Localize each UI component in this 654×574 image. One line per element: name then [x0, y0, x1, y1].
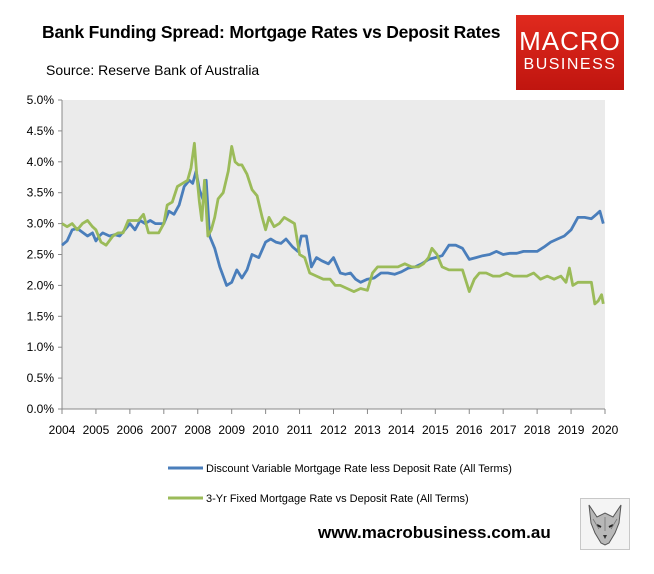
wolf-icon — [588, 504, 622, 546]
y-tick-label: 3.5% — [27, 186, 55, 200]
y-tick-label: 4.5% — [27, 124, 55, 138]
y-tick-label: 1.0% — [27, 340, 55, 354]
legend-label-2: 3-Yr Fixed Mortgage Rate vs Deposit Rate… — [206, 493, 469, 505]
x-tick-label: 2015 — [422, 423, 449, 437]
y-tick-label: 5.0% — [27, 93, 55, 107]
x-tick-label: 2018 — [524, 423, 551, 437]
x-tick-label: 2020 — [592, 423, 619, 437]
x-tick-label: 2009 — [218, 423, 245, 437]
y-tick-label: 2.5% — [27, 248, 55, 262]
series-line-2 — [61, 141, 605, 306]
macrobusiness-logo: MACRO BUSINESS — [516, 15, 624, 90]
x-tick-label: 2007 — [150, 423, 177, 437]
y-tick-label: 1.5% — [27, 309, 55, 323]
logo-line2: BUSINESS — [523, 56, 617, 73]
x-tick-label: 2005 — [83, 423, 110, 437]
y-tick-label: 2.0% — [27, 278, 55, 292]
plot-area — [62, 100, 605, 409]
x-tick-label: 2008 — [184, 423, 211, 437]
y-tick-label: 0.0% — [27, 402, 55, 416]
x-tick-label: 2012 — [320, 423, 347, 437]
chart-title: Bank Funding Spread: Mortgage Rates vs D… — [42, 22, 501, 42]
logo-line1: MACRO — [519, 26, 621, 56]
chart-source: Source: Reserve Bank of Australia — [46, 62, 260, 78]
x-tick-label: 2006 — [117, 423, 144, 437]
x-tick-label: 2013 — [354, 423, 381, 437]
x-tick-label: 2016 — [456, 423, 483, 437]
x-tick-label: 2017 — [490, 423, 517, 437]
wolf-logo — [580, 498, 630, 550]
website-url[interactable]: www.macrobusiness.com.au — [318, 523, 551, 542]
y-tick-label: 4.0% — [27, 155, 55, 169]
x-tick-label: 2004 — [49, 423, 76, 437]
x-tick-label: 2019 — [558, 423, 585, 437]
y-tick-label: 3.0% — [27, 217, 55, 231]
x-tick-label: 2010 — [252, 423, 279, 437]
x-tick-label: 2014 — [388, 423, 415, 437]
x-tick-label: 2011 — [287, 423, 313, 437]
y-tick-label: 0.5% — [27, 371, 55, 385]
legend-label-1: Discount Variable Mortgage Rate less Dep… — [206, 463, 512, 475]
